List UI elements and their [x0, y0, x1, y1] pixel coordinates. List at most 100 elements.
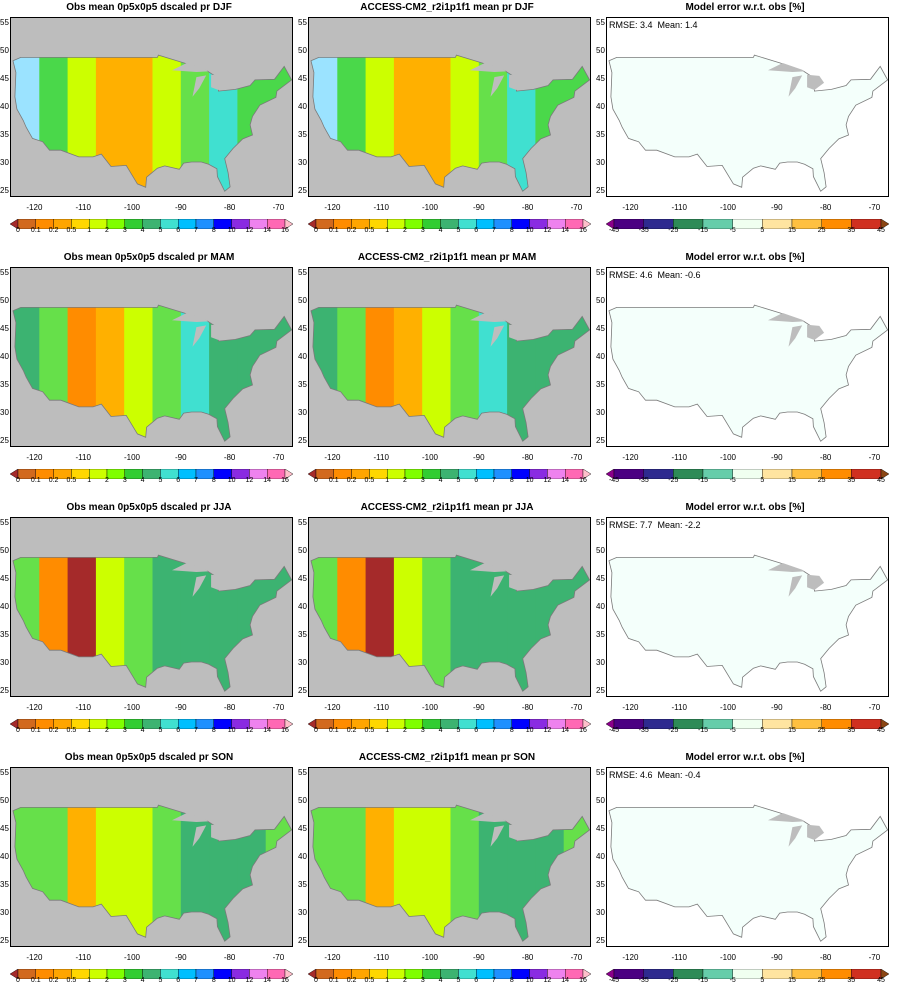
colorbar-label: 15 [788, 727, 796, 734]
lat-tick-label: 45 [596, 823, 605, 833]
panel-title: Obs mean 0p5x0p5 dscaled pr SON [64, 752, 234, 763]
colorbar-label: 2 [403, 727, 407, 734]
lon-tick-label: -110 [75, 703, 91, 712]
colorbar-label: 10 [525, 477, 534, 484]
precip-map [309, 768, 590, 946]
colorbar-label: 0.5 [66, 727, 77, 734]
colorbar-label: 0.5 [66, 977, 77, 984]
colorbar-label: 16 [579, 727, 587, 734]
colorbar-label: 14 [561, 977, 570, 984]
colorbar-swatch [880, 718, 890, 730]
mean-colorbar [9, 968, 294, 980]
great-lake [192, 325, 207, 347]
country-border [12, 804, 292, 942]
lat-tick-label: 40 [298, 352, 307, 361]
colorbar-label: 1 [87, 727, 92, 734]
lon-tick-label: -120 [622, 953, 639, 962]
lat-tick-label: 50 [298, 795, 307, 805]
lon-tick-label: -100 [719, 703, 736, 712]
colorbar-label: 0.1 [328, 477, 339, 484]
colorbar-label: -45 [608, 727, 620, 734]
colorbar-swatch [582, 718, 592, 730]
colorbar-label: 0 [314, 977, 318, 984]
colorbar-label: 14 [263, 977, 272, 984]
lat-tick-label: 35 [0, 130, 9, 140]
lon-tick-label: -80 [521, 703, 534, 712]
colorbar-label: 1 [385, 977, 390, 984]
lat-tick-label: 55 [0, 267, 9, 277]
lat-tick-label: 25 [0, 686, 9, 696]
lat-tick-label: 50 [596, 545, 605, 555]
lat-tick-label: 30 [0, 658, 9, 668]
colorbar-label: 15 [788, 227, 796, 234]
great-lake [211, 574, 229, 590]
colorbar-label: 25 [817, 227, 826, 234]
colorbar-label: 0 [16, 477, 20, 484]
colorbar [605, 466, 890, 484]
precip-map [309, 268, 590, 446]
colorbar-label: 45 [877, 727, 885, 734]
lat-tick-label: 45 [0, 823, 9, 833]
colorbar [307, 716, 592, 734]
colorbar [605, 216, 890, 234]
colorbar-swatch [284, 468, 294, 480]
map-panel: Model error w.r.t. obs [%] RMSE: 7.7 Mean… [596, 500, 894, 750]
lat-tick-label: 30 [596, 658, 605, 668]
lat-tick-label: 40 [298, 602, 307, 611]
colorbar-label: 10 [227, 477, 236, 484]
lon-tick-label: -110 [373, 703, 389, 712]
lon-tick-label: -110 [671, 703, 687, 712]
lat-tick-label: 30 [0, 908, 9, 918]
lon-tick-label: -90 [175, 453, 187, 462]
colorbar-label: 8 [509, 977, 514, 984]
colorbar-label: -5 [729, 727, 736, 734]
lon-tick-label: -80 [521, 203, 534, 212]
map-panel: ACCESS-CM2_r2i1p1f1 mean pr SON 55 50 45 40 3… [298, 750, 596, 1000]
colorbar-label: 1 [87, 227, 92, 234]
lon-tick-label: -90 [473, 453, 485, 462]
colorbar-label: 0 [16, 727, 20, 734]
colorbar-label: 5 [760, 977, 765, 984]
panel-title: ACCESS-CM2_r2i1p1f1 mean pr JJA [360, 502, 534, 513]
panel-title: Model error w.r.t. obs [%] [685, 502, 805, 513]
colorbar-label: 15 [788, 477, 796, 484]
great-lake [788, 325, 803, 347]
colorbar-label: 2 [105, 477, 109, 484]
colorbar-label: 12 [245, 477, 254, 484]
lat-tick-label: 45 [298, 323, 307, 333]
colorbar-label: 5 [760, 727, 765, 734]
error-colorbar [605, 968, 890, 980]
colorbar-label: 14 [263, 727, 272, 734]
great-lake [211, 824, 229, 840]
country-border [608, 554, 888, 692]
colorbar-label: 5 [456, 227, 461, 234]
lon-tick-label: -100 [123, 953, 140, 962]
lat-tick-label: 50 [596, 795, 605, 805]
colorbar-label: 0.5 [364, 977, 375, 984]
lat-tick-label: 35 [298, 380, 307, 390]
map-frame: RMSE: 3.4 Mean: 1.4 [606, 17, 889, 197]
colorbar-label: 5 [158, 727, 163, 734]
colorbar-label: -5 [729, 477, 736, 484]
colorbar-label: 0.2 [346, 477, 357, 484]
colorbar-swatch [880, 968, 890, 980]
lon-tick-label: -70 [570, 953, 583, 962]
colorbar-label: 6 [474, 977, 479, 984]
lon-tick-label: -80 [223, 703, 236, 712]
lat-tick-label: 35 [298, 880, 307, 890]
colorbar-label: 0.2 [48, 477, 59, 484]
lon-tick-label: -110 [671, 453, 687, 462]
lat-tick-label: 55 [0, 767, 9, 777]
colorbar-label: 35 [847, 477, 856, 484]
colorbar-swatch [284, 718, 294, 730]
great-lake [788, 825, 803, 847]
colorbar-label: 6 [474, 477, 479, 484]
great-lake [807, 574, 825, 590]
colorbar-label: 8 [211, 227, 216, 234]
lon-tick-label: -70 [868, 453, 881, 462]
colorbar-label: 5 [158, 977, 163, 984]
lon-tick-label: -80 [521, 953, 534, 962]
great-lake [211, 74, 229, 90]
precip-map [11, 768, 292, 946]
colorbar-label: 8 [211, 977, 216, 984]
